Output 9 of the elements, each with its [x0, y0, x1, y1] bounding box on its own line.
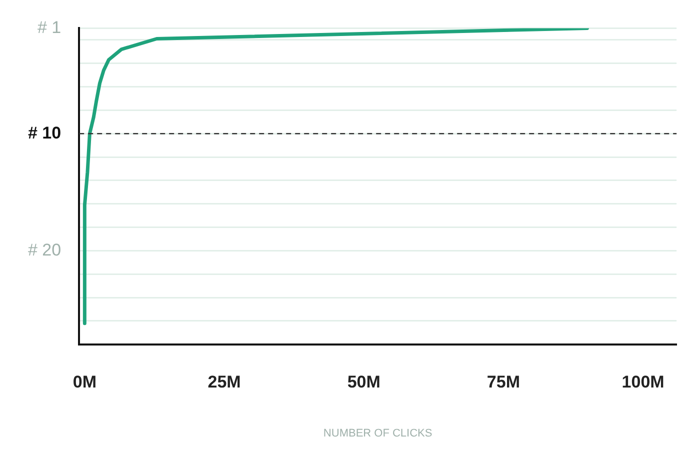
- y-tick-label: # 20: [28, 240, 62, 260]
- y-tick-label: # 10: [28, 123, 62, 142]
- x-axis-title: NUMBER OF CLICKS: [323, 427, 432, 440]
- x-tick-label: 25M: [208, 372, 241, 392]
- x-tick-label: 100M: [622, 372, 664, 392]
- x-tick-label: 50M: [347, 372, 380, 392]
- y-tick-label: # 1: [37, 18, 62, 37]
- x-tick-label: 0M: [72, 372, 96, 392]
- x-tick-label: 75M: [486, 372, 520, 392]
